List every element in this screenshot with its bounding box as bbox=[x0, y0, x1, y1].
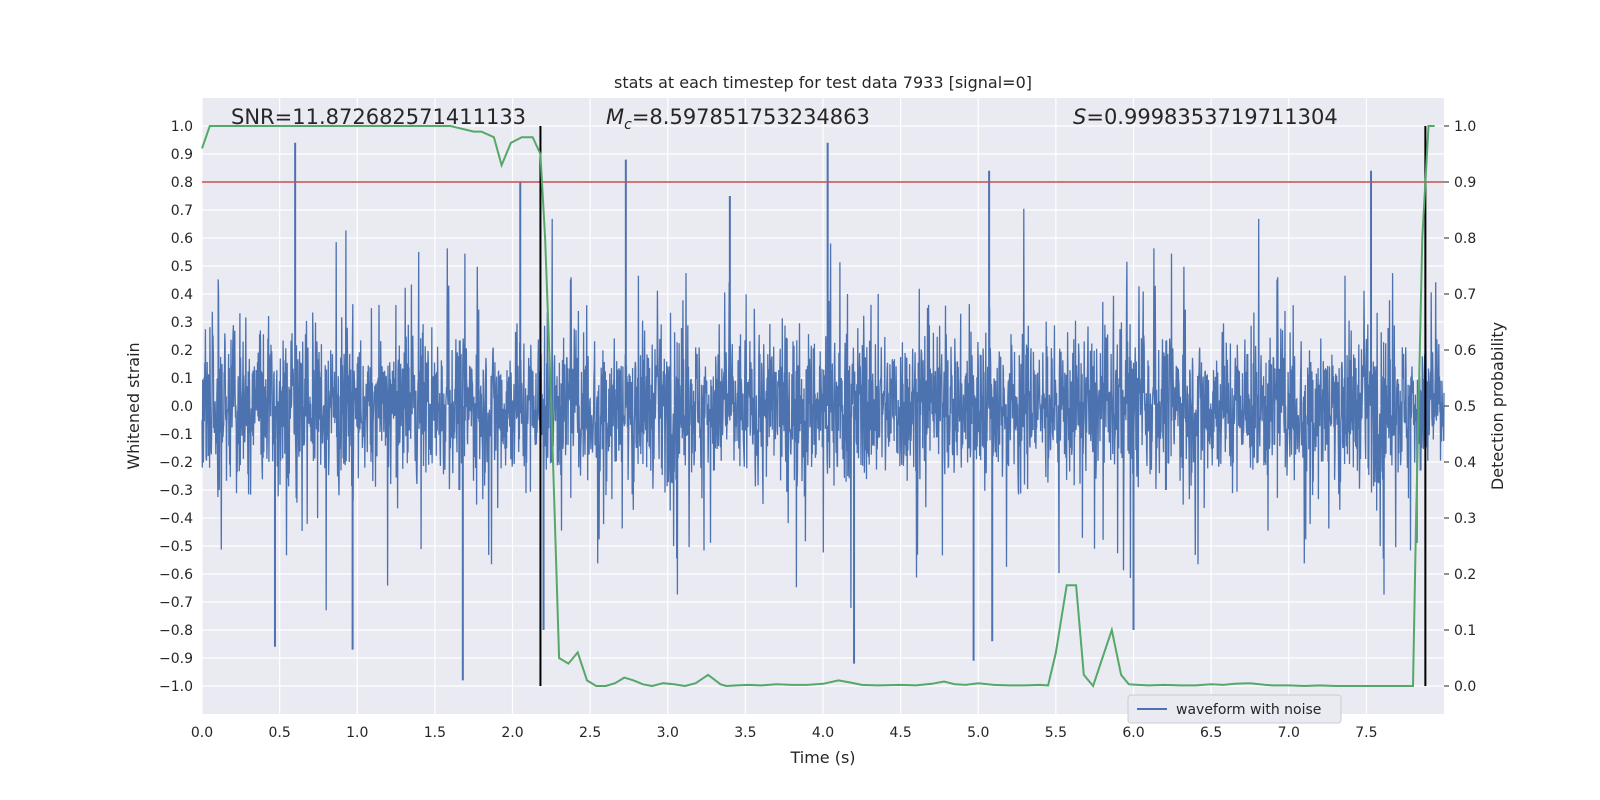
x-tick-label: 7.0 bbox=[1278, 725, 1300, 741]
waveform-line bbox=[201, 208, 1445, 611]
y-left-tick-label: −0.3 bbox=[159, 483, 193, 499]
x-axis-ticks: 0.0 0.5 1.0 1.5 2.0 2.5 3.0 3.5 4.0 4.5 5.0 5.5 6.0 6… bbox=[191, 725, 1378, 741]
y-left-tick-label: −0.1 bbox=[159, 427, 193, 443]
y-right-tick-label: 0.3 bbox=[1454, 511, 1476, 527]
y-left-tick-label: 0.2 bbox=[171, 343, 193, 359]
legend-label: waveform with noise bbox=[1176, 702, 1321, 718]
y-right-tick-label: 0.7 bbox=[1454, 287, 1476, 303]
y-left-tick-label: 0.9 bbox=[171, 147, 193, 163]
y-left-tick-label: 0.5 bbox=[171, 259, 193, 275]
y-right-tick-label: 0.8 bbox=[1454, 231, 1476, 247]
x-axis-title: Time (s) bbox=[789, 748, 855, 767]
x-tick-label: 4.5 bbox=[889, 725, 911, 741]
y-left-tick-label: 0.3 bbox=[171, 315, 193, 331]
snr-annotation: SNR=11.872682571411133 bbox=[231, 105, 526, 129]
chart-title: stats at each timestep for test data 793… bbox=[614, 73, 1032, 92]
y-left-tick-label: −0.7 bbox=[159, 595, 193, 611]
y-left-tick-label: 0.6 bbox=[171, 231, 193, 247]
y-right-tick-label: 1.0 bbox=[1454, 119, 1476, 135]
x-tick-label: 0.5 bbox=[268, 725, 290, 741]
y-right-tick-label: 0.4 bbox=[1454, 455, 1476, 471]
y-left-tick-label: 0.1 bbox=[171, 371, 193, 387]
y-right-tick-label: 0.5 bbox=[1454, 399, 1476, 415]
x-tick-label: 4.0 bbox=[812, 725, 834, 741]
y-right-tick-label: 0.2 bbox=[1454, 567, 1476, 583]
y-left-tick-label: −0.5 bbox=[159, 539, 193, 555]
y-left-tick-label: −0.8 bbox=[159, 623, 193, 639]
x-tick-label: 5.0 bbox=[967, 725, 989, 741]
y-right-tick-label: 0.6 bbox=[1454, 343, 1476, 359]
y-left-axis-title: Whitened strain bbox=[124, 342, 143, 469]
chirp-mass-annotation: Mc=8.597851753234863 bbox=[606, 105, 870, 133]
x-tick-label: 3.0 bbox=[657, 725, 679, 741]
x-tick-label: 1.0 bbox=[346, 725, 368, 741]
score-annotation: S=0.9998353719711304 bbox=[1073, 105, 1338, 129]
legend-box bbox=[1127, 694, 1342, 724]
y-left-tick-label: 0.4 bbox=[171, 287, 193, 303]
y-left-tick-label: −1.0 bbox=[159, 679, 193, 695]
y-right-axis-title: Detection probability bbox=[1488, 322, 1507, 490]
y-left-tick-label: −0.9 bbox=[159, 651, 193, 667]
y-right-tick-label: 0.9 bbox=[1454, 175, 1476, 191]
y-right-axis-ticks: 1.0 0.9 0.8 0.7 0.6 0.5 0.4 0.3 0.2 0.1 0.0 bbox=[1444, 119, 1476, 695]
probability-series bbox=[201, 125, 1435, 689]
y-left-tick-label: 0.0 bbox=[171, 399, 193, 415]
x-tick-label: 2.5 bbox=[579, 725, 601, 741]
waveform-series bbox=[201, 142, 1445, 681]
legend: waveform with noise bbox=[1127, 694, 1342, 724]
x-tick-label: 5.5 bbox=[1045, 725, 1067, 741]
y-left-tick-label: 1.0 bbox=[171, 119, 193, 135]
y-left-tick-label: −0.4 bbox=[159, 511, 193, 527]
x-tick-label: 6.5 bbox=[1200, 725, 1222, 741]
x-tick-label: 6.0 bbox=[1122, 725, 1144, 741]
y-left-tick-label: −0.6 bbox=[159, 567, 193, 583]
x-tick-label: 2.0 bbox=[501, 725, 523, 741]
y-left-axis-ticks: 1.0 0.9 0.8 0.7 0.6 0.5 0.4 0.3 0.2 0.1 0.0 −0.1 −0.… bbox=[159, 119, 193, 695]
x-tick-label: 7.5 bbox=[1355, 725, 1377, 741]
x-tick-label: 1.5 bbox=[424, 725, 446, 741]
reference-lines bbox=[202, 126, 1444, 686]
y-left-tick-label: 0.7 bbox=[171, 203, 193, 219]
y-left-tick-label: −0.2 bbox=[159, 455, 193, 471]
x-tick-label: 0.0 bbox=[191, 725, 213, 741]
y-left-tick-label: 0.8 bbox=[171, 175, 193, 191]
y-right-tick-label: 0.1 bbox=[1454, 623, 1476, 639]
x-tick-label: 3.5 bbox=[734, 725, 756, 741]
y-right-tick-label: 0.0 bbox=[1454, 679, 1476, 695]
detection-probability-line bbox=[201, 125, 1435, 689]
